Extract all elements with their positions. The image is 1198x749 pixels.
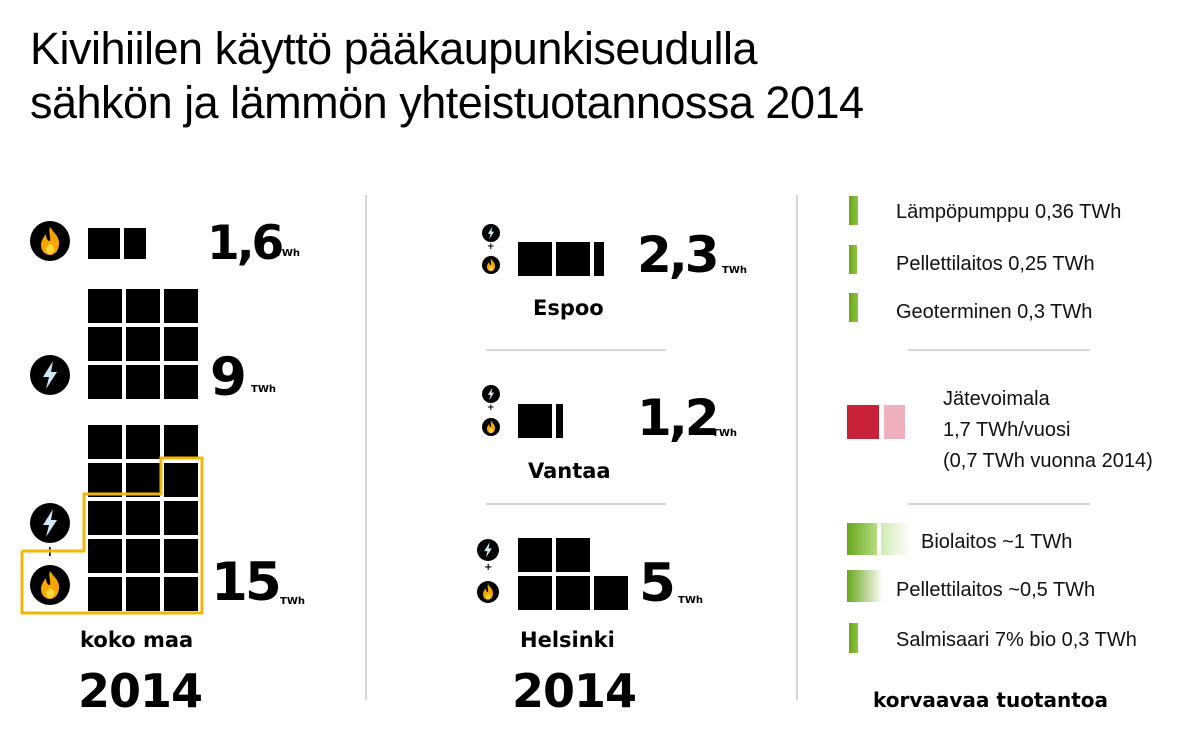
legend-swatch-pink xyxy=(884,405,905,439)
national-electricity-square xyxy=(126,327,160,361)
espoo-unit: TWh xyxy=(722,265,747,276)
national-chp-square xyxy=(88,577,122,611)
flame-icon xyxy=(30,221,70,261)
helsinki-square xyxy=(518,538,552,572)
legend-geothermal: Geoterminen 0,3 TWh xyxy=(896,301,1093,323)
legend-salmisaari: Salmisaari 7% bio 0,3 TWh xyxy=(896,629,1137,651)
column-divider-right xyxy=(796,195,798,700)
national-electricity-square xyxy=(88,365,122,399)
national-electricity-value: 9 xyxy=(210,347,247,408)
national-chp-square xyxy=(164,539,198,573)
national-heat-square-2 xyxy=(124,228,146,259)
national-chp-square xyxy=(164,501,198,535)
plus-icon: + xyxy=(484,562,493,573)
vantaa-value: 1,2 xyxy=(637,389,720,447)
espoo-square xyxy=(518,242,552,276)
national-heat-value: 1,6 xyxy=(207,216,284,271)
legend-pellet-heat: Pellettilaitos 0,25 TWh xyxy=(896,253,1095,275)
national-electricity-square xyxy=(164,289,198,323)
national-electricity-square xyxy=(126,365,160,399)
espoo-label: Espoo xyxy=(533,296,604,320)
chart-title-line2: sähkön ja lämmön yhteistuotannossa 2014 xyxy=(30,77,864,128)
legend-waste-line2: 1,7 TWh/vuosi xyxy=(943,419,1071,441)
national-electricity-unit: TWh xyxy=(251,384,276,395)
national-chp-value: 15 xyxy=(211,552,282,613)
legend-waste-line1: Jätevoimala xyxy=(943,388,1050,410)
legend-swatch-green-gradient xyxy=(847,570,883,602)
vantaa-label: Vantaa xyxy=(528,459,611,483)
legend-swatch-green-fade xyxy=(881,523,911,555)
national-electricity-square xyxy=(126,289,160,323)
column-divider-left xyxy=(365,195,367,700)
national-electricity-square xyxy=(164,365,198,399)
legend-waste-line3: (0,7 TWh vuonna 2014) xyxy=(943,450,1153,472)
vantaa-square-partial xyxy=(556,404,563,438)
espoo-value: 2,3 xyxy=(637,226,720,284)
national-chp-square xyxy=(126,425,160,459)
national-chp-square xyxy=(88,425,122,459)
national-chp-square xyxy=(164,425,198,459)
national-year: 2014 xyxy=(78,664,203,718)
helsinki-unit: TWh xyxy=(678,595,703,606)
national-electricity-square xyxy=(88,289,122,323)
helsinki-square xyxy=(518,576,552,610)
bolt-icon xyxy=(482,385,500,403)
legend-swatch-green xyxy=(849,623,858,653)
divider-vantaa-helsinki xyxy=(486,503,666,505)
bolt-icon xyxy=(30,503,70,543)
plus-icon: + xyxy=(487,403,495,413)
espoo-square xyxy=(556,242,590,276)
national-chp-square xyxy=(164,577,198,611)
national-chp-square xyxy=(126,463,160,497)
national-chp-square xyxy=(164,463,198,497)
national-chp-unit: TWh xyxy=(280,596,305,607)
national-heat-unit: TWh xyxy=(275,248,300,259)
national-chp-square xyxy=(88,501,122,535)
legend-swatch-red xyxy=(847,405,879,439)
bolt-icon xyxy=(30,355,70,395)
chart-title-line1: Kivihiilen käyttö pääkaupunkiseudulla xyxy=(30,23,758,74)
helsinki-label: Helsinki xyxy=(520,628,615,652)
helsinki-square xyxy=(594,576,628,610)
helsinki-square xyxy=(556,538,590,572)
national-chp-square xyxy=(126,577,160,611)
helsinki-share-outline xyxy=(20,456,204,615)
chart-title: Kivihiilen käyttö pääkaupunkiseudulla sä… xyxy=(30,22,1180,130)
national-label: koko maa xyxy=(80,628,194,652)
flame-icon xyxy=(482,256,500,274)
legend-swatch-green xyxy=(849,293,858,322)
legend-bio-plant: Biolaitos ~1 TWh xyxy=(921,531,1073,553)
cities-year: 2014 xyxy=(512,664,637,718)
national-electricity-square xyxy=(164,327,198,361)
legend-swatch-green xyxy=(849,245,857,274)
helsinki-square xyxy=(556,576,590,610)
plus-icon: + xyxy=(487,242,495,252)
national-electricity-square xyxy=(88,327,122,361)
legend-footer: korvaavaa tuotantoa xyxy=(873,688,1109,712)
legend-swatch-green xyxy=(849,196,858,225)
vantaa-square xyxy=(518,404,552,438)
divider-legend-2 xyxy=(908,503,1090,505)
national-heat-square-1 xyxy=(88,228,120,259)
national-chp-square xyxy=(126,501,160,535)
divider-espoo-vantaa xyxy=(486,349,666,351)
espoo-square-partial xyxy=(594,242,604,276)
national-chp-square xyxy=(88,463,122,497)
legend-pellet-chp: Pellettilaitos ~0,5 TWh xyxy=(896,579,1096,601)
bolt-icon xyxy=(482,224,500,242)
legend-swatch-green-gradient xyxy=(847,523,877,555)
flame-icon xyxy=(30,565,70,605)
national-chp-square xyxy=(126,539,160,573)
helsinki-value: 5 xyxy=(639,553,676,614)
legend-heat-pump: Lämpöpumppu 0,36 TWh xyxy=(896,201,1122,223)
vantaa-unit: TWh xyxy=(712,428,737,439)
bolt-icon xyxy=(477,539,499,561)
flame-icon xyxy=(477,581,499,603)
divider-legend-1 xyxy=(908,349,1090,351)
national-chp-square xyxy=(88,539,122,573)
flame-icon xyxy=(482,418,500,436)
